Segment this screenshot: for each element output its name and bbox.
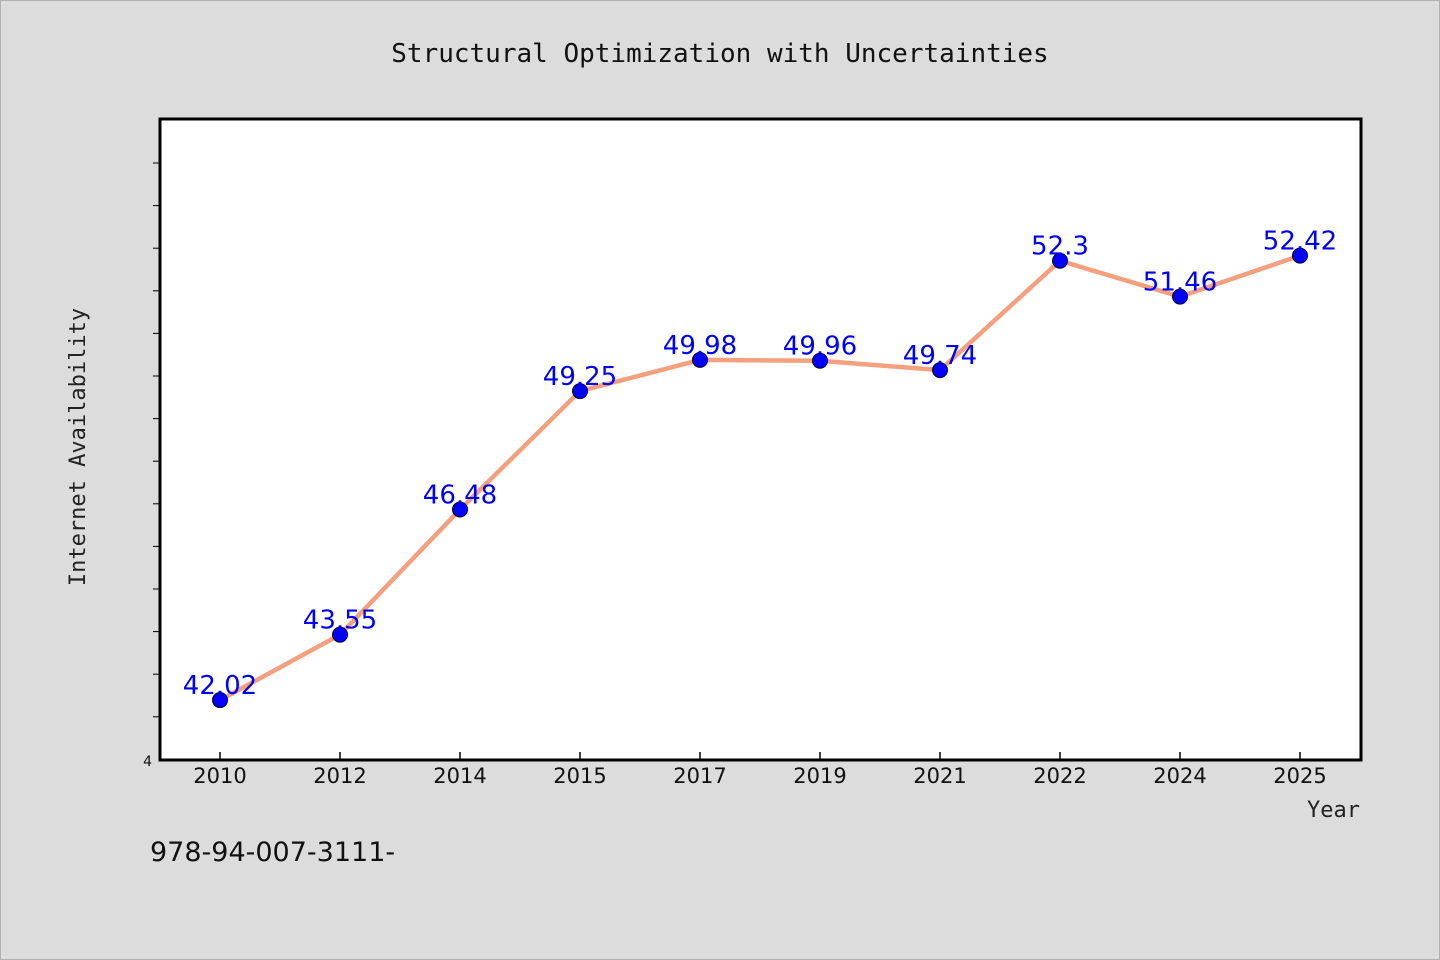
data-label: 42.02 [183, 671, 257, 701]
x-tick-label: 2019 [793, 764, 846, 788]
data-point [1052, 252, 1068, 269]
chart-title: Structural Optimization with Uncertainti… [391, 39, 1048, 69]
data-point [332, 626, 348, 643]
x-tick-label: 2012 [313, 764, 366, 788]
x-axis-ticks: 2010 2012 2014 2015 2017 2019 2021 2022 2024 2025 [193, 752, 1327, 788]
y-tick-label: 4 [143, 754, 152, 770]
data-label: 49.25 [543, 362, 617, 392]
data-label: 46.48 [423, 480, 497, 510]
data-label: 49.96 [783, 332, 857, 362]
data-label: 49.74 [903, 341, 977, 371]
data-label: 43.55 [303, 606, 377, 636]
series-line [218, 253, 1301, 703]
data-label: 52.42 [1263, 227, 1337, 257]
data-point [212, 692, 228, 709]
data-point [452, 501, 468, 518]
data-point [1292, 247, 1308, 264]
footer-code: 978-94-007-3111- [150, 837, 395, 868]
data-label: 51.46 [1143, 268, 1217, 298]
x-tick-label: 2015 [553, 764, 606, 788]
x-tick-label: 2010 [193, 764, 246, 788]
x-tick-label: 2017 [673, 764, 726, 788]
plot-area [158, 117, 1363, 762]
data-point [1172, 288, 1188, 305]
x-tick-label: 2025 [1273, 764, 1326, 788]
y-axis-ticks: 4 [143, 162, 160, 770]
y-axis-label: Internet Availability [66, 308, 91, 586]
series-markers [212, 247, 1308, 709]
data-point [812, 352, 828, 369]
x-tick-label: 2014 [433, 764, 486, 788]
data-label: 52.3 [1031, 232, 1089, 262]
x-tick-label: 2022 [1033, 764, 1086, 788]
data-labels: 42.02 43.55 46.48 49.25 49.98 49.96 49.74 52.3 5… [183, 227, 1337, 701]
series-line-group [218, 253, 1301, 703]
data-point [692, 351, 708, 368]
data-label: 49.98 [663, 331, 737, 361]
data-point [932, 362, 948, 379]
x-tick-label: 2024 [1153, 764, 1206, 788]
x-tick-label: 2021 [913, 764, 966, 788]
x-axis-label: Year [1307, 798, 1360, 823]
data-point [572, 383, 588, 400]
